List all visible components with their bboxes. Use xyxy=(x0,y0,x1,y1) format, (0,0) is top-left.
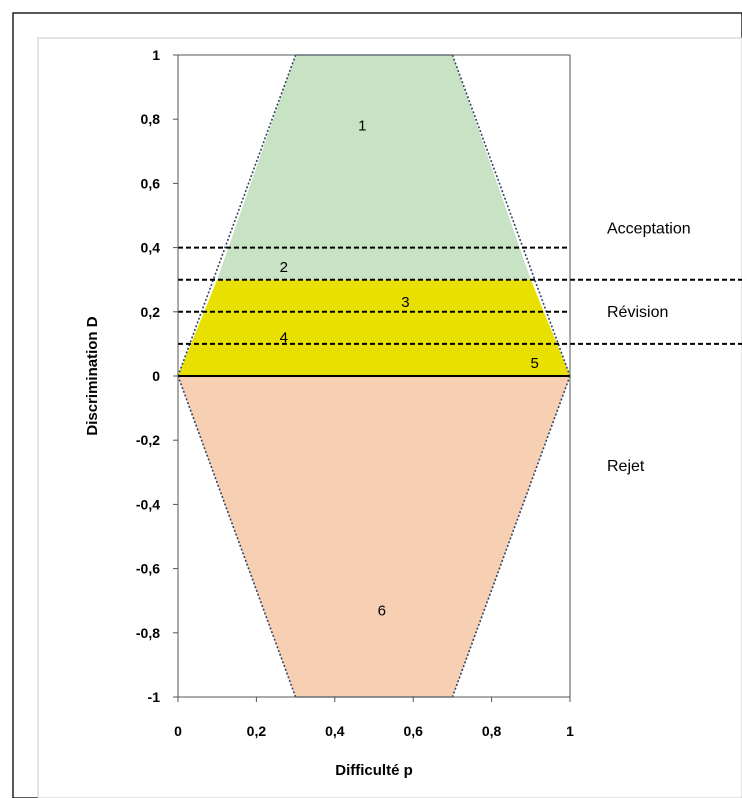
x-axis-title: Difficulté p xyxy=(335,762,413,779)
x-tick-label: 0,8 xyxy=(482,723,502,739)
y-tick-label: -0,6 xyxy=(136,561,160,577)
x-tick-label: 0,6 xyxy=(403,723,423,739)
threshold-lines xyxy=(178,246,742,345)
side-label: Rejet xyxy=(607,458,645,475)
zone-label-4: 4 xyxy=(280,329,288,346)
side-label: Acceptation xyxy=(607,220,691,237)
x-tick-label: 0,4 xyxy=(325,723,345,739)
zone-label-1: 1 xyxy=(358,118,366,135)
y-tick-label: -1 xyxy=(148,689,161,705)
outline-edge xyxy=(451,54,571,377)
y-tick-label: 0,8 xyxy=(141,111,161,127)
zone-label-5: 5 xyxy=(531,355,539,372)
zone-label-6: 6 xyxy=(378,602,386,619)
regions xyxy=(178,55,570,697)
y-tick-label: -0,4 xyxy=(136,496,160,512)
region-revision xyxy=(178,279,570,376)
x-tick-label: 0,2 xyxy=(247,723,267,739)
side-labels: Acceptation Révision Rejet xyxy=(607,220,691,475)
y-tick-label: 0,6 xyxy=(141,175,161,191)
zone-labels: 1 2 3 4 5 6 xyxy=(280,118,539,620)
y-tick-label: -0,2 xyxy=(136,432,160,448)
outline-edge xyxy=(177,54,297,377)
outline-edge xyxy=(177,375,297,698)
y-tick-label: -0,8 xyxy=(136,625,160,641)
y-axis-title: Discrimination D xyxy=(84,316,101,435)
side-label: Révision xyxy=(607,304,668,321)
y-axis-ticks: 1 0,8 0,6 0,4 0,2 0 -0,2 -0,4 -0,6 -0,8 -1 xyxy=(136,47,178,705)
y-tick-label: 0,2 xyxy=(141,304,161,320)
outline-edge xyxy=(451,375,571,698)
y-tick-label: 0 xyxy=(152,368,160,384)
region-rejet xyxy=(178,376,570,697)
y-tick-label: 1 xyxy=(152,47,160,63)
x-tick-label: 1 xyxy=(566,723,574,739)
y-tick-label: 0,4 xyxy=(141,240,161,256)
region-acceptation xyxy=(217,55,531,280)
zone-label-3: 3 xyxy=(401,294,409,311)
x-axis-ticks: 0 0,2 0,4 0,6 0,8 1 xyxy=(174,697,574,739)
zone-label-2: 2 xyxy=(280,259,288,276)
x-tick-label: 0 xyxy=(174,723,182,739)
